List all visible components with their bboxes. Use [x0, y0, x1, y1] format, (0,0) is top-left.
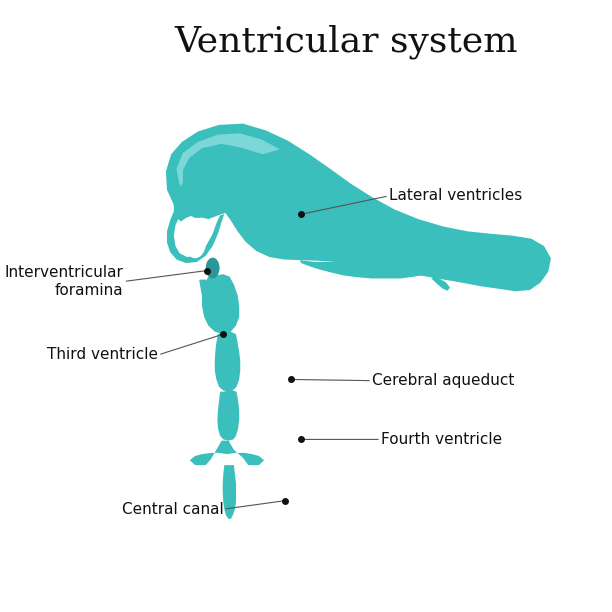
Polygon shape — [217, 390, 239, 441]
Polygon shape — [223, 465, 236, 519]
Text: Central canal: Central canal — [122, 502, 223, 517]
Text: Lateral ventricles: Lateral ventricles — [389, 188, 522, 203]
Text: Cerebral aqueduct: Cerebral aqueduct — [372, 373, 514, 388]
Polygon shape — [184, 219, 207, 258]
Polygon shape — [166, 124, 551, 291]
Polygon shape — [215, 332, 241, 392]
Polygon shape — [206, 283, 212, 301]
Polygon shape — [223, 290, 230, 308]
Polygon shape — [431, 277, 450, 291]
Polygon shape — [202, 274, 239, 334]
Text: Fourth ventricle: Fourth ventricle — [381, 432, 502, 447]
Text: Third ventricle: Third ventricle — [47, 348, 158, 362]
Polygon shape — [300, 234, 453, 278]
Polygon shape — [212, 285, 218, 304]
Text: Ventricular system: Ventricular system — [174, 24, 518, 59]
Polygon shape — [217, 288, 224, 306]
Text: Interventricular
foramina: Interventricular foramina — [4, 265, 124, 298]
Polygon shape — [206, 258, 220, 278]
Polygon shape — [449, 240, 462, 277]
Polygon shape — [200, 280, 206, 299]
Polygon shape — [176, 133, 280, 187]
Polygon shape — [167, 211, 225, 263]
Polygon shape — [190, 441, 264, 465]
